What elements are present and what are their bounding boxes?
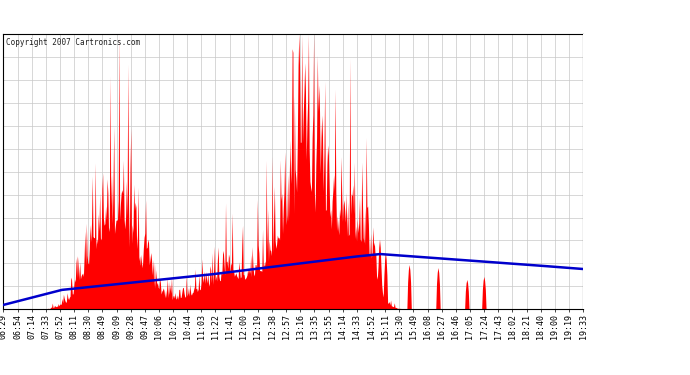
- Text: Copyright 2007 Cartronics.com: Copyright 2007 Cartronics.com: [6, 38, 141, 47]
- Text: East Array Actual Power (red) & Running Average Power (blue) (Watts)  Fri Aug 24: East Array Actual Power (red) & Running …: [39, 9, 651, 22]
